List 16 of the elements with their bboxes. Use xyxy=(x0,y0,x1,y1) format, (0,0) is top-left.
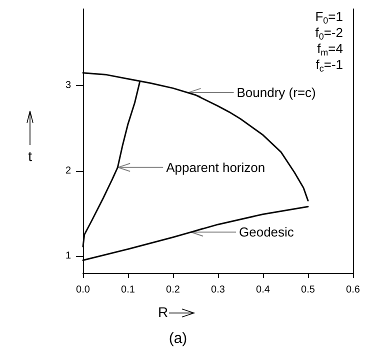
y-axis-title: t xyxy=(28,148,32,164)
x-axis-title: R xyxy=(158,304,168,320)
y-tick-label: 3 xyxy=(65,80,72,92)
y-tick-label: 2 xyxy=(65,165,72,176)
annotation: Boundry (r=c) xyxy=(236,84,316,100)
x-tick-label: 0.1 xyxy=(121,284,136,296)
x-tick-label: 0.2 xyxy=(166,284,180,296)
x-tick-label: 0.5 xyxy=(301,284,316,296)
x-tick-label: 0.4 xyxy=(256,284,270,296)
annotation: Geodesic xyxy=(239,224,294,240)
y-tick-label: 1 xyxy=(65,250,72,262)
x-tick-label: 0.6 xyxy=(346,284,360,296)
x-tick-label: 0.3 xyxy=(211,284,226,296)
text: (a) xyxy=(168,330,188,347)
annotation: Apparent horizon xyxy=(166,160,266,175)
x-tick-label: 0.0 xyxy=(76,284,90,296)
